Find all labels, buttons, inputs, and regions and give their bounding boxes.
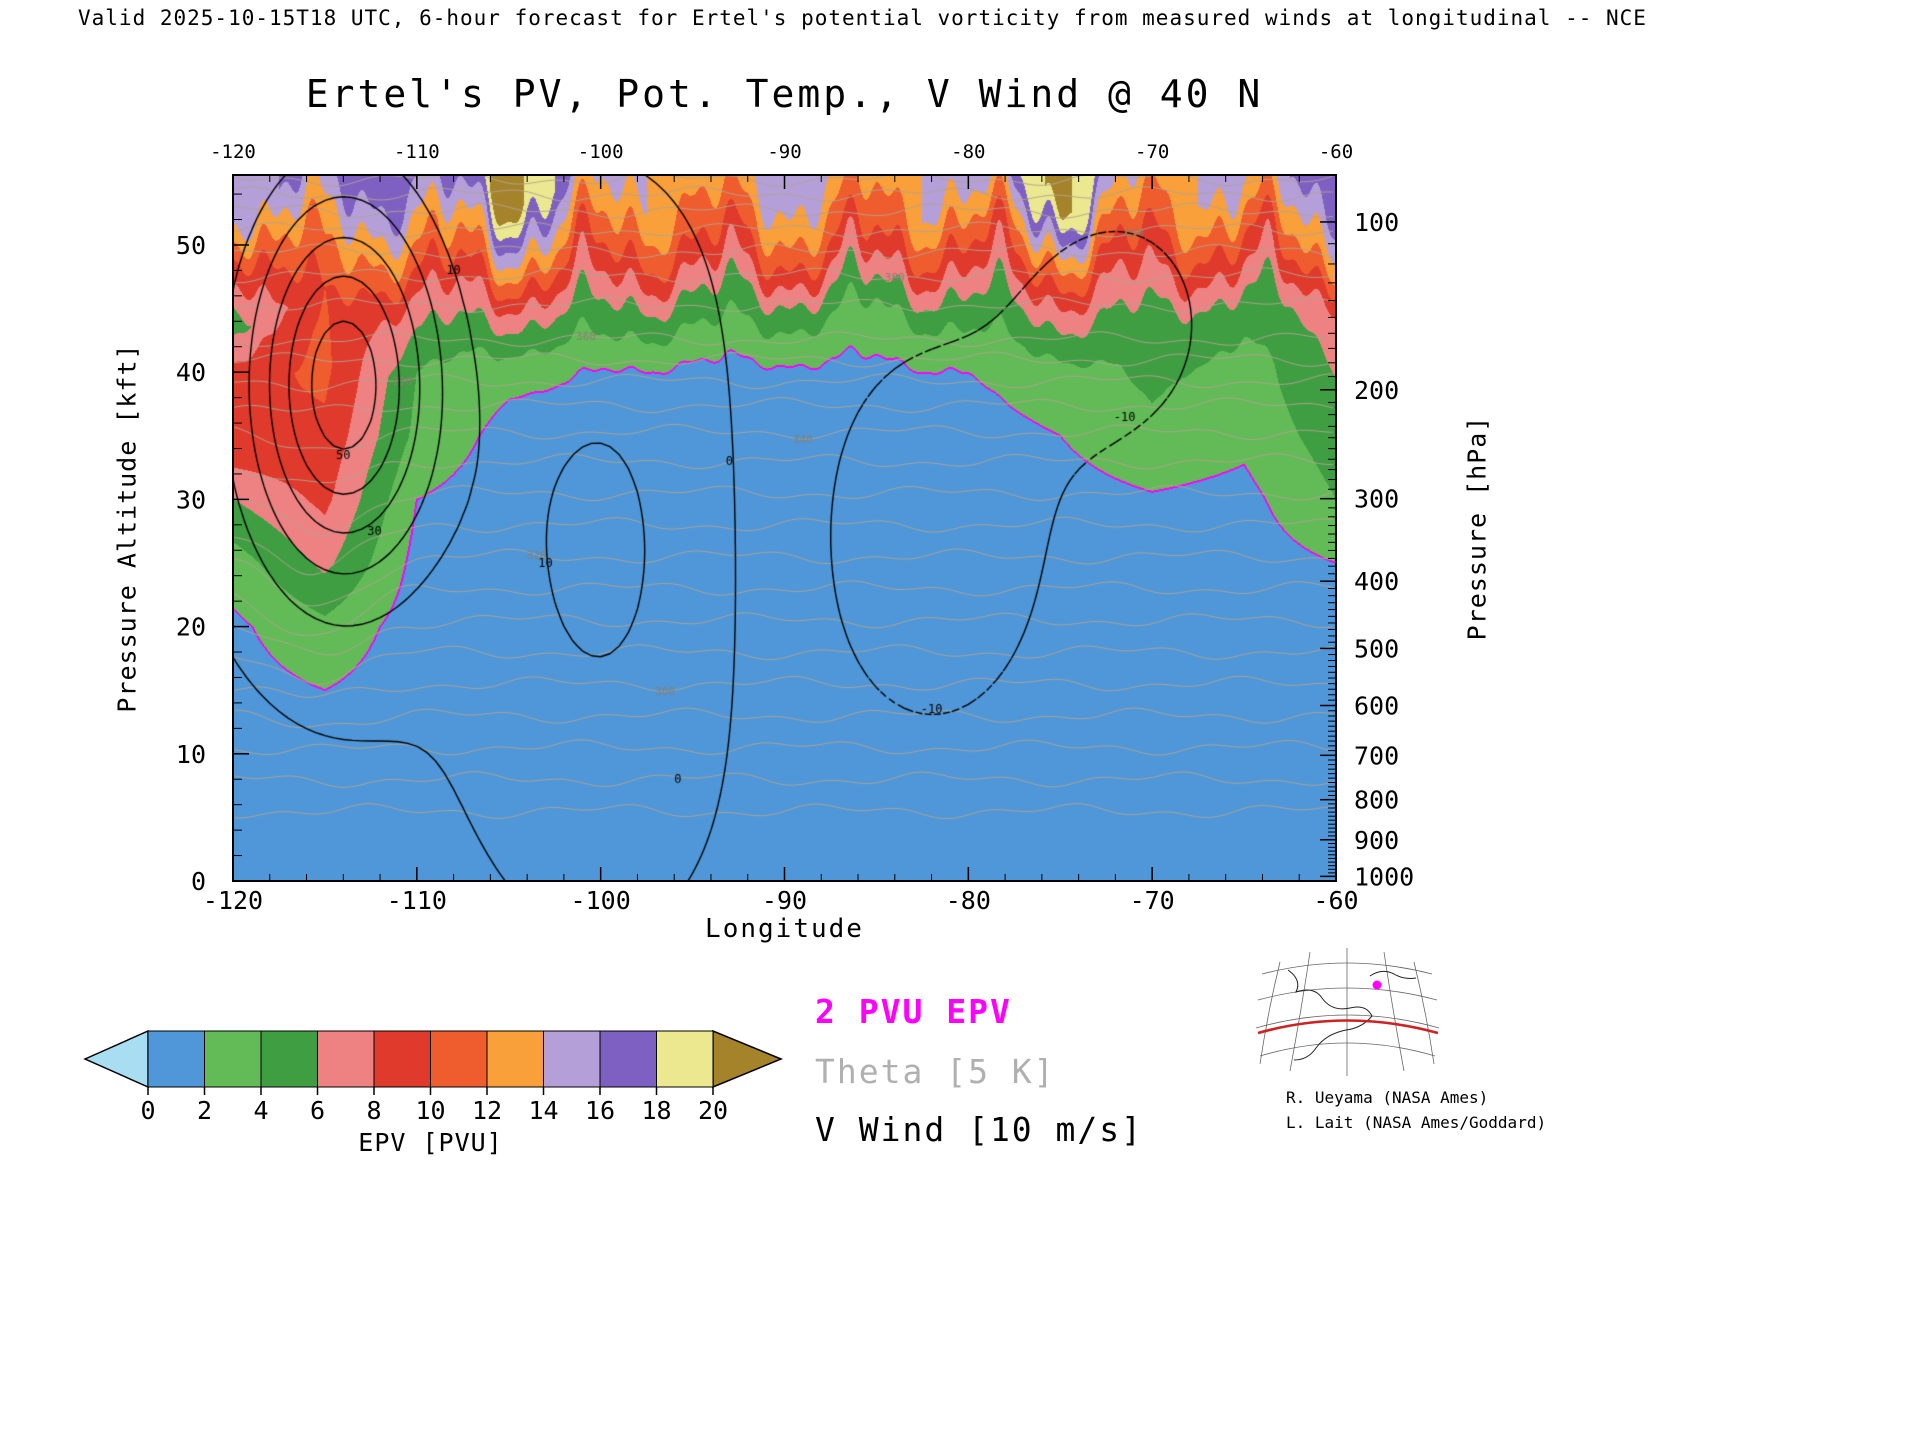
svg-text:14: 14 [528,1096,558,1125]
svg-text:12: 12 [472,1096,502,1125]
svg-text:40: 40 [176,358,206,387]
svg-text:10: 10 [415,1096,445,1125]
map-graticule [1255,948,1440,1076]
svg-text:6: 6 [310,1096,325,1125]
svg-text:8: 8 [366,1096,381,1125]
svg-text:900: 900 [1354,826,1399,855]
svg-text:-70: -70 [1135,141,1169,163]
svg-text:20: 20 [698,1096,728,1125]
svg-text:-110: -110 [387,886,447,915]
y-left-axis-title: Pressure Altitude [kft] [112,343,142,713]
svg-text:16: 16 [585,1096,615,1125]
svg-text:30: 30 [176,485,206,514]
svg-text:400: 400 [1354,567,1399,596]
svg-text:1000: 1000 [1354,862,1414,891]
svg-text:500: 500 [1354,634,1399,663]
y-right-axis-title: Pressure [hPa] [1462,415,1492,641]
legend-epv-contour: 2 PVU EPV [815,992,1012,1031]
svg-text:-60: -60 [1313,886,1358,915]
inset-map [1255,948,1440,1076]
x-axis-title: Longitude [705,914,864,944]
map-coastline [1287,969,1417,1061]
legend-theta: Theta [5 K] [815,1052,1056,1091]
svg-text:200: 200 [1354,376,1399,405]
svg-text:300: 300 [1354,485,1399,514]
svg-text:600: 600 [1354,692,1399,721]
latitude-40n-line [1257,1019,1439,1035]
svg-text:-80: -80 [946,886,991,915]
cross-section-marker [1372,980,1382,990]
svg-text:50: 50 [176,231,206,260]
svg-text:700: 700 [1354,741,1399,770]
svg-text:800: 800 [1354,786,1399,815]
svg-text:-60: -60 [1319,141,1353,163]
svg-text:20: 20 [176,613,206,642]
svg-text:10: 10 [176,740,206,769]
svg-text:-90: -90 [762,886,807,915]
epv-field-canvas [233,175,1336,881]
svg-text:-70: -70 [1130,886,1175,915]
legend-v-wind: V Wind [10 m/s] [815,1110,1144,1149]
colorbar-label: EPV [PVU] [358,1128,503,1157]
svg-text:2: 2 [197,1096,212,1125]
svg-text:0: 0 [191,867,206,896]
svg-text:18: 18 [641,1096,671,1125]
svg-text:100: 100 [1354,208,1399,237]
credit-line-1: R. Ueyama (NASA Ames) [1286,1088,1489,1107]
svg-text:0: 0 [140,1096,155,1125]
svg-text:-100: -100 [578,141,624,163]
plot-title: Ertel's PV, Pot. Temp., V Wind @ 40 N [305,72,1264,116]
svg-text:-80: -80 [951,141,985,163]
credit-line-2: L. Lait (NASA Ames/Goddard) [1286,1113,1547,1132]
svg-text:-110: -110 [394,141,440,163]
svg-text:-90: -90 [767,141,801,163]
svg-text:-120: -120 [203,886,263,915]
svg-text:-100: -100 [571,886,631,915]
validity-header: Valid 2025-10-15T18 UTC, 6-hour forecast… [78,6,1647,30]
svg-text:4: 4 [253,1096,268,1125]
svg-text:-120: -120 [210,141,256,163]
